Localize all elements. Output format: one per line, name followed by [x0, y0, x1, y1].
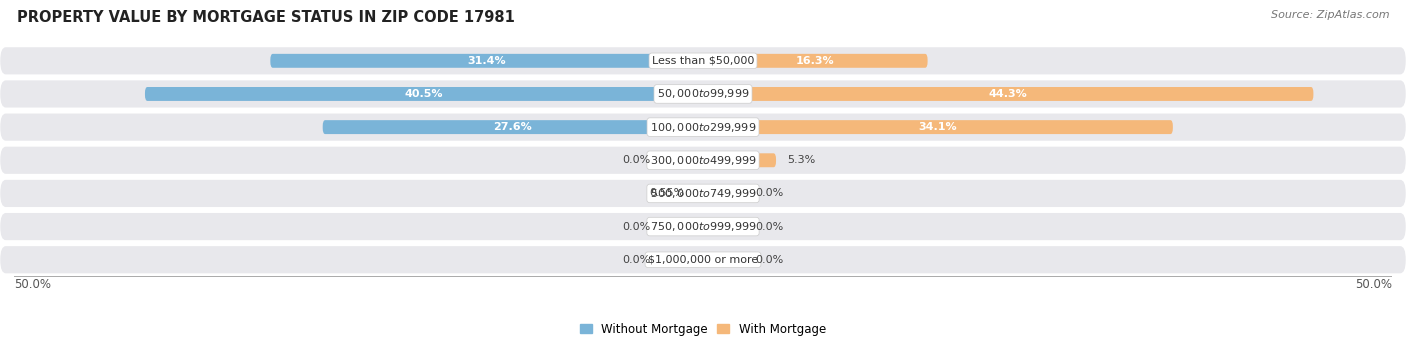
- Text: PROPERTY VALUE BY MORTGAGE STATUS IN ZIP CODE 17981: PROPERTY VALUE BY MORTGAGE STATUS IN ZIP…: [17, 10, 515, 25]
- Text: 0.0%: 0.0%: [623, 155, 651, 165]
- FancyBboxPatch shape: [662, 153, 703, 167]
- Text: $1,000,000 or more: $1,000,000 or more: [648, 255, 758, 265]
- Text: 44.3%: 44.3%: [988, 89, 1028, 99]
- FancyBboxPatch shape: [662, 220, 703, 234]
- Text: 40.5%: 40.5%: [405, 89, 443, 99]
- Text: 0.0%: 0.0%: [755, 222, 783, 232]
- FancyBboxPatch shape: [0, 80, 1406, 107]
- FancyBboxPatch shape: [703, 253, 744, 267]
- FancyBboxPatch shape: [0, 114, 1406, 141]
- Text: 50.0%: 50.0%: [14, 278, 51, 291]
- Text: 16.3%: 16.3%: [796, 56, 835, 66]
- FancyBboxPatch shape: [662, 253, 703, 267]
- Text: 0.0%: 0.0%: [755, 189, 783, 198]
- Text: Less than $50,000: Less than $50,000: [652, 56, 754, 66]
- FancyBboxPatch shape: [145, 87, 703, 101]
- Text: 50.0%: 50.0%: [1355, 278, 1392, 291]
- FancyBboxPatch shape: [0, 147, 1406, 174]
- Text: $300,000 to $499,999: $300,000 to $499,999: [650, 154, 756, 167]
- FancyBboxPatch shape: [323, 120, 703, 134]
- FancyBboxPatch shape: [703, 87, 1313, 101]
- FancyBboxPatch shape: [703, 153, 776, 167]
- Text: $500,000 to $749,999: $500,000 to $749,999: [650, 187, 756, 200]
- Text: 31.4%: 31.4%: [467, 56, 506, 66]
- Text: 5.3%: 5.3%: [787, 155, 815, 165]
- FancyBboxPatch shape: [270, 54, 703, 68]
- Text: $750,000 to $999,999: $750,000 to $999,999: [650, 220, 756, 233]
- FancyBboxPatch shape: [703, 54, 928, 68]
- Text: Source: ZipAtlas.com: Source: ZipAtlas.com: [1271, 10, 1389, 20]
- Text: 34.1%: 34.1%: [918, 122, 957, 132]
- FancyBboxPatch shape: [0, 213, 1406, 240]
- FancyBboxPatch shape: [703, 220, 744, 234]
- Text: 0.55%: 0.55%: [650, 189, 685, 198]
- Text: $100,000 to $299,999: $100,000 to $299,999: [650, 121, 756, 134]
- FancyBboxPatch shape: [703, 120, 1173, 134]
- FancyBboxPatch shape: [696, 187, 703, 201]
- Text: $50,000 to $99,999: $50,000 to $99,999: [657, 87, 749, 101]
- Text: 0.0%: 0.0%: [755, 255, 783, 265]
- FancyBboxPatch shape: [0, 47, 1406, 74]
- FancyBboxPatch shape: [0, 180, 1406, 207]
- Text: 27.6%: 27.6%: [494, 122, 533, 132]
- Legend: Without Mortgage, With Mortgage: Without Mortgage, With Mortgage: [575, 318, 831, 341]
- Text: 0.0%: 0.0%: [623, 222, 651, 232]
- FancyBboxPatch shape: [0, 246, 1406, 273]
- Text: 0.0%: 0.0%: [623, 255, 651, 265]
- FancyBboxPatch shape: [703, 187, 744, 201]
